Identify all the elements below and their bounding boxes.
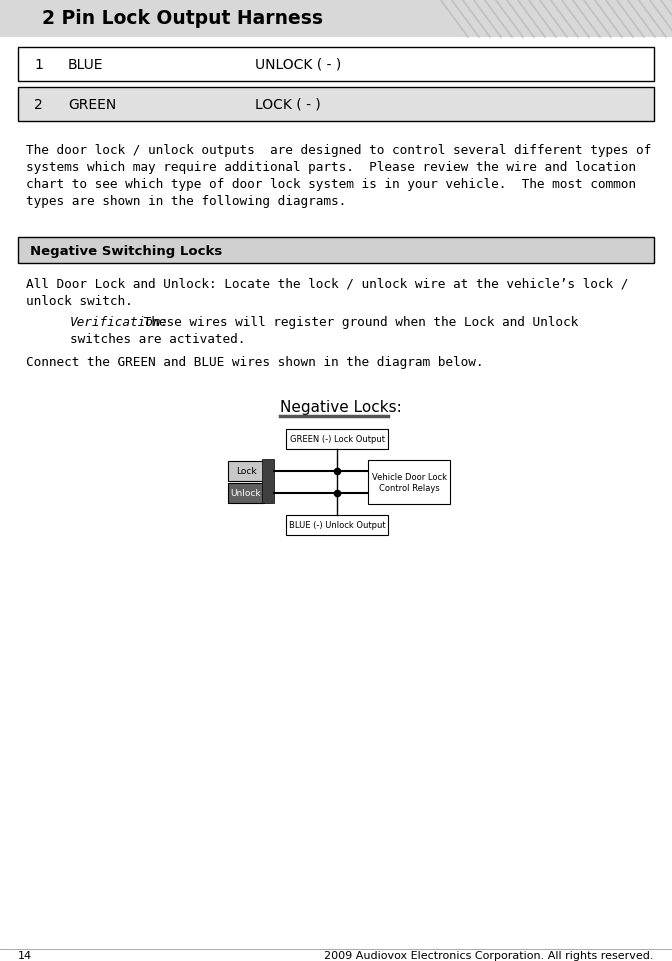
Bar: [286, 430, 388, 450]
Text: chart to see which type of door lock system is in your vehicle.  The most common: chart to see which type of door lock sys…: [26, 178, 636, 191]
Text: 1: 1: [34, 58, 43, 72]
Bar: [368, 460, 450, 505]
Text: GREEN (-) Lock Output: GREEN (-) Lock Output: [290, 435, 384, 444]
Text: All Door Lock and Unlock: Locate the lock / unlock wire at the vehicle’s lock /: All Door Lock and Unlock: Locate the loc…: [26, 278, 628, 290]
Text: Negative Locks:: Negative Locks:: [280, 400, 402, 414]
Text: 2: 2: [34, 98, 43, 111]
Text: Negative Switching Locks: Negative Switching Locks: [30, 244, 222, 258]
Text: Unlock: Unlock: [230, 489, 261, 498]
Text: GREEN: GREEN: [68, 98, 116, 111]
Text: 2009 Audiovox Electronics Corporation. All rights reserved.: 2009 Audiovox Electronics Corporation. A…: [325, 950, 654, 960]
Bar: [262, 459, 274, 504]
Text: switches are activated.: switches are activated.: [70, 333, 245, 346]
Bar: [228, 461, 264, 481]
Text: unlock switch.: unlock switch.: [26, 295, 133, 308]
Text: LOCK ( - ): LOCK ( - ): [255, 98, 321, 111]
Text: 14: 14: [18, 950, 32, 960]
Text: UNLOCK ( - ): UNLOCK ( - ): [255, 58, 341, 72]
Text: Verification:: Verification:: [70, 315, 169, 329]
Text: Connect the GREEN and BLUE wires shown in the diagram below.: Connect the GREEN and BLUE wires shown i…: [26, 356, 483, 369]
Text: systems which may require additional parts.  Please review the wire and location: systems which may require additional par…: [26, 160, 636, 174]
Text: Vehicle Door Lock
Control Relays: Vehicle Door Lock Control Relays: [372, 473, 446, 492]
Bar: [18, 87, 654, 122]
Text: Lock: Lock: [236, 467, 256, 476]
Bar: [0, 0, 672, 38]
Text: The door lock / unlock outputs  are designed to control several different types : The door lock / unlock outputs are desig…: [26, 144, 651, 157]
Text: types are shown in the following diagrams.: types are shown in the following diagram…: [26, 195, 346, 208]
Text: 2 Pin Lock Output Harness: 2 Pin Lock Output Harness: [42, 10, 323, 29]
Bar: [228, 483, 264, 504]
Text: These wires will register ground when the Lock and Unlock: These wires will register ground when th…: [136, 315, 578, 329]
Text: BLUE: BLUE: [68, 58, 103, 72]
Bar: [18, 48, 654, 82]
Text: BLUE (-) Unlock Output: BLUE (-) Unlock Output: [289, 521, 385, 530]
Bar: [286, 515, 388, 535]
Bar: [18, 237, 654, 263]
